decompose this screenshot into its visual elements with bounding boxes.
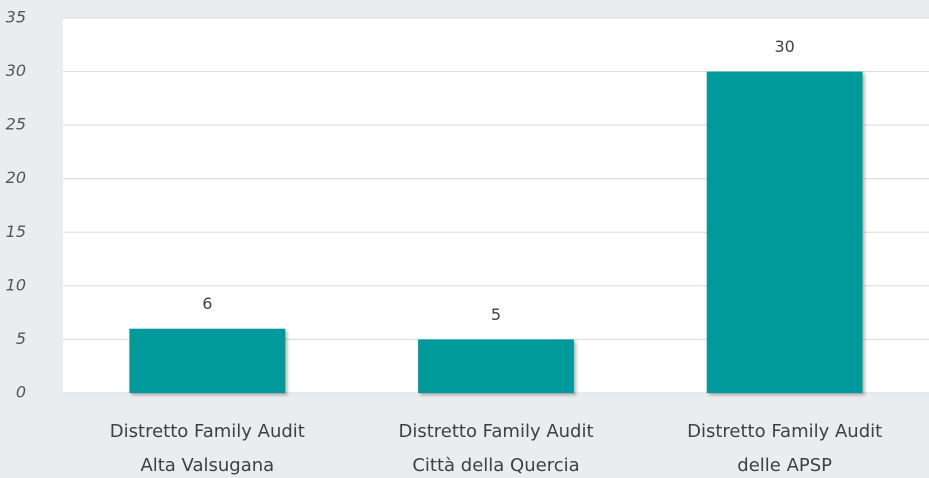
x-tick-label: delle APSP (737, 455, 832, 476)
y-tick-label: 25 (6, 115, 26, 134)
bar (129, 328, 286, 393)
y-tick-label: 15 (6, 222, 26, 241)
data-label: 6 (202, 294, 212, 313)
y-tick-label: 10 (6, 275, 26, 294)
bar (706, 71, 863, 394)
x-tick-label: Alta Valsugana (140, 455, 274, 476)
x-tick-label: Distretto Family Audit (398, 421, 593, 442)
x-tick-label: Distretto Family Audit (110, 421, 305, 442)
y-tick-label: 35 (6, 8, 26, 27)
data-label: 30 (774, 37, 794, 56)
bar (418, 339, 574, 393)
y-tick-label: 5 (16, 329, 26, 348)
x-tick-label: Città della Quercia (412, 455, 579, 476)
y-tick-label: 20 (6, 168, 26, 187)
y-tick-label: 0 (16, 383, 26, 402)
x-tick-label: Distretto Family Audit (687, 421, 882, 442)
data-label: 5 (491, 305, 501, 324)
y-tick-label: 30 (6, 61, 26, 80)
